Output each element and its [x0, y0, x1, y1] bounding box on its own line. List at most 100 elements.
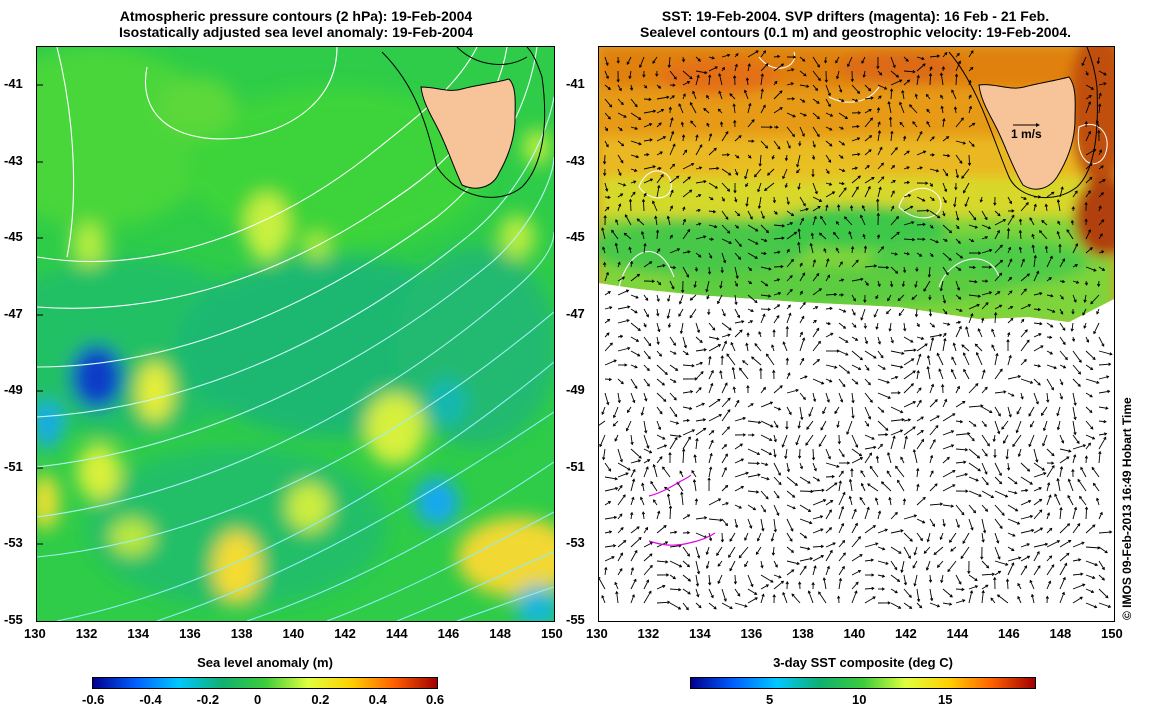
velocity-arrow-head — [812, 144, 816, 148]
velocity-arrow-head — [955, 175, 960, 179]
velocity-arrow — [1046, 256, 1053, 268]
velocity-arrow — [656, 560, 668, 563]
velocity-arrow-head — [706, 122, 710, 126]
velocity-arrow — [695, 419, 706, 422]
velocity-arrow-head — [606, 206, 610, 210]
velocity-arrow-head — [831, 474, 835, 479]
velocity-arrow — [864, 507, 870, 520]
velocity-arrow-head — [745, 342, 749, 346]
velocity-arrow-head — [605, 188, 609, 192]
velocity-arrow-head — [926, 108, 930, 112]
velocity-arrow — [630, 168, 637, 172]
velocity-arrow-head — [718, 498, 722, 502]
velocity-arrow-head — [632, 468, 636, 473]
velocity-arrow — [851, 590, 858, 604]
velocity-arrow — [825, 542, 836, 548]
velocity-arrow — [747, 224, 758, 232]
velocity-arrow-head — [1001, 512, 1005, 516]
velocity-arrow-head — [863, 245, 868, 249]
velocity-arrow-head — [842, 552, 846, 556]
velocity-arrow — [825, 182, 832, 186]
velocity-arrow — [955, 266, 961, 271]
velocity-arrow-head — [789, 288, 793, 292]
velocity-arrow — [994, 420, 1000, 434]
velocity-arrow-head — [644, 398, 648, 402]
velocity-arrow — [940, 73, 944, 86]
velocity-arrow-head — [611, 229, 615, 233]
lat-label: -47 — [566, 305, 585, 321]
left-title-line2: Isostatically adjusted sea level anomaly… — [118, 24, 474, 40]
velocity-arrow — [1033, 472, 1046, 478]
velocity-arrow-head — [872, 596, 876, 600]
velocity-arrow-head — [936, 352, 940, 356]
velocity-arrow-head — [887, 451, 891, 456]
velocity-arrow — [771, 532, 775, 542]
velocity-arrow — [981, 236, 988, 240]
velocity-arrow-head — [854, 590, 858, 594]
velocity-arrow — [613, 420, 619, 427]
velocity-arrow — [773, 560, 778, 568]
velocity-arrow — [656, 406, 663, 414]
velocity-arrow — [955, 61, 961, 72]
velocity-arrow-head — [857, 569, 862, 573]
velocity-arrow — [981, 386, 988, 394]
velocity-arrow — [630, 550, 638, 562]
velocity-arrow — [604, 182, 608, 192]
velocity-arrow — [994, 518, 1003, 529]
velocity-arrow — [1032, 245, 1035, 254]
velocity-arrow-head — [938, 368, 942, 372]
velocity-arrow — [981, 224, 991, 229]
velocity-arrow-head — [864, 340, 869, 345]
velocity-arrow-head — [620, 552, 624, 556]
velocity-arrow — [864, 149, 872, 156]
velocity-arrow-head — [813, 319, 817, 323]
velocity-arrow — [786, 68, 794, 72]
velocity-arrow-head — [773, 439, 777, 443]
velocity-arrow-head — [723, 598, 727, 602]
velocity-arrow — [942, 118, 945, 128]
velocity-arrow — [695, 546, 700, 559]
velocity-arrow — [630, 434, 633, 445]
sst-map — [599, 47, 1114, 621]
velocity-arrow-head — [676, 248, 681, 252]
velocity-arrow — [877, 434, 888, 436]
velocity-arrow-head — [808, 413, 812, 418]
velocity-arrow-head — [944, 398, 948, 402]
velocity-arrow — [1033, 527, 1043, 534]
velocity-arrow-head — [607, 318, 611, 322]
velocity-arrow — [643, 350, 651, 359]
velocity-arrow-head — [919, 131, 923, 135]
velocity-arrow-head — [1043, 472, 1047, 476]
velocity-arrow-head — [723, 259, 727, 264]
velocity-arrow-head — [623, 539, 627, 544]
velocity-arrow — [968, 405, 983, 408]
velocity-arrow — [903, 150, 910, 156]
velocity-arrow-head — [751, 119, 755, 123]
velocity-arrow-head — [632, 191, 636, 195]
velocity-arrow-head — [921, 56, 925, 61]
velocity-arrow — [1020, 500, 1031, 506]
velocity-arrow-head — [744, 176, 748, 180]
velocity-arrow-head — [645, 466, 649, 470]
velocity-arrow-head — [755, 228, 759, 232]
velocity-arrow — [1085, 336, 1089, 343]
velocity-arrow-head — [675, 421, 680, 425]
velocity-arrow — [968, 50, 974, 58]
velocity-arrow — [851, 378, 858, 385]
velocity-arrow-head — [1101, 343, 1105, 347]
velocity-arrow — [1007, 476, 1018, 485]
velocity-arrow — [682, 229, 690, 240]
velocity-arrow-head — [910, 205, 914, 209]
velocity-arrow-head — [782, 175, 786, 180]
velocity-arrow-head — [729, 606, 733, 610]
velocity-arrow — [916, 196, 925, 202]
velocity-arrow — [773, 420, 779, 428]
velocity-arrow — [1072, 542, 1085, 548]
velocity-arrow-head — [976, 303, 980, 307]
velocity-arrow-head — [836, 464, 840, 468]
velocity-arrow — [847, 56, 853, 67]
velocity-arrow-head — [1090, 301, 1094, 305]
velocity-arrow-head — [852, 298, 856, 302]
velocity-arrow-head — [605, 271, 609, 276]
velocity-arrow — [968, 590, 973, 604]
